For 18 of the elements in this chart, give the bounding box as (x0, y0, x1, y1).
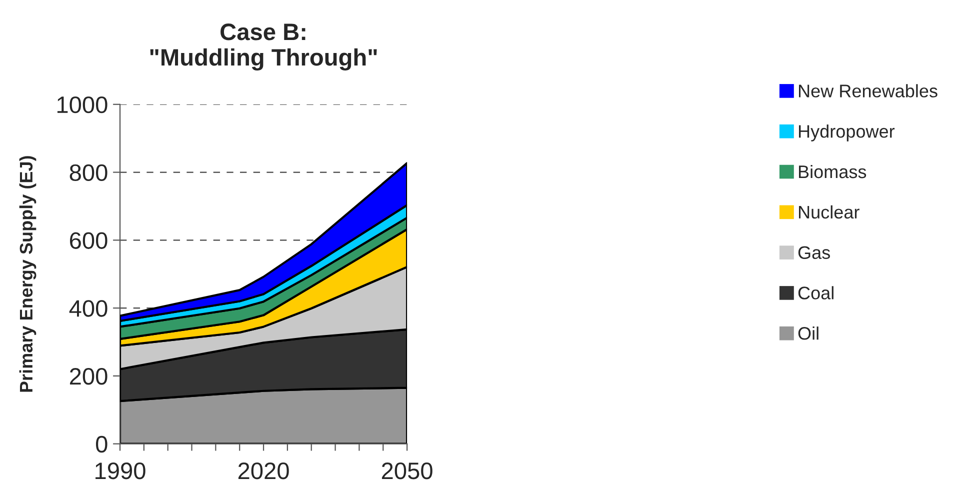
x-tick-label: 2020 (238, 462, 289, 480)
y-tick-label: 600 (70, 232, 108, 249)
y-tick-label: 200 (70, 368, 108, 385)
x-tick-label: 2050 (382, 462, 432, 480)
legend-label: Biomass (798, 164, 866, 178)
legend-label: Oil (798, 326, 818, 340)
legend-label: Gas (798, 246, 830, 260)
y-tick-label: 400 (69, 300, 108, 317)
y-tick-label: 0 (96, 436, 108, 453)
y-tick-label: 1000 (57, 96, 108, 114)
chart-title: Case B: "Muddling Through" (150, 24, 377, 70)
y-tick-label: 800 (70, 164, 108, 182)
legend-label: Coal (798, 286, 834, 300)
legend-label: Hydropower (798, 124, 895, 142)
y-axis-title: Primary Energy Supply (EJ) (19, 156, 36, 392)
x-tick-label: 1990 (96, 462, 146, 480)
legend-label: New Renewables (798, 84, 938, 98)
legend-label: Nuclear (798, 205, 860, 219)
